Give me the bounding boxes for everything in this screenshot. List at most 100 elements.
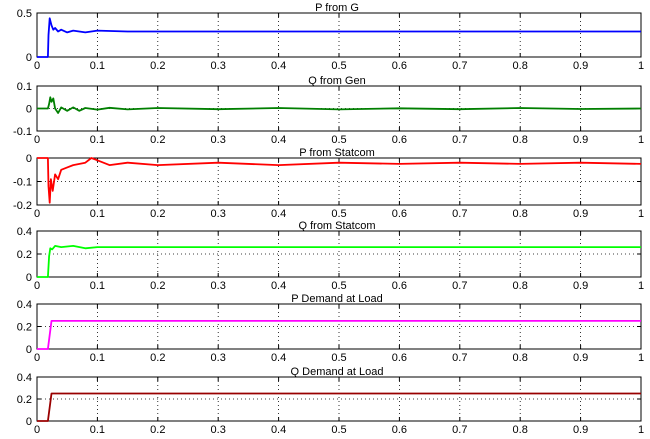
subplot-title: Q Demand at Load [291,366,384,378]
y-tick-label: 0.2 [17,394,32,406]
x-tick-label: 0.8 [513,424,528,436]
y-tick-label: 0.4 [17,372,32,384]
x-tick-label: 0.9 [573,208,588,220]
x-tick-label: 0.9 [573,60,588,72]
y-tick-label: -0.2 [13,200,32,212]
x-tick-label: 0.6 [392,134,407,146]
axes-box [36,376,642,422]
series-line [37,17,641,58]
subplot-2: 0 0.1 0.2 0.3 0.4 0.5 0.6 0.7 0.8 0.9 10.10-0.1Q f… [13,75,644,146]
y-tick-label: -0.1 [13,126,32,138]
x-tick-label: 0.3 [211,60,226,72]
x-tick-label: 0 [34,280,40,292]
x-tick-label: 0.6 [392,352,407,364]
y-tick-label: -0.1 [13,177,32,189]
axes-box [36,12,642,58]
x-tick-label: 0.2 [150,352,165,364]
x-tick-label: 0.2 [150,424,165,436]
x-tick-label: 0 [34,134,40,146]
x-tick-label: 0.8 [513,60,528,72]
x-tick-label: 0.1 [90,424,105,436]
x-tick-label: 0.6 [392,424,407,436]
x-tick-label: 0.2 [150,60,165,72]
x-tick-label: 0.8 [513,134,528,146]
x-tick-label: 0.5 [331,134,346,146]
x-tick-label: 0.5 [331,424,346,436]
x-tick-label: 0.4 [271,208,286,220]
x-tick-label: 0.7 [452,134,467,146]
x-tick-label: 0.7 [452,208,467,220]
x-tick-label: 0.5 [331,352,346,364]
x-tick-label: 0.5 [331,208,346,220]
subplot-3: 0 0.1 0.2 0.3 0.4 0.5 0.6 0.7 0.8 0.9 1 0 -0.1 -0.2 P … [13,147,644,220]
x-tick-label: 0.2 [150,280,165,292]
x-tick-label: 0.4 [271,134,286,146]
x-tick-label: 0.6 [392,280,407,292]
x-tick-label: 0.4 [271,280,286,292]
y-tick-label: 0 [26,416,32,428]
x-tick-label: 0.7 [452,60,467,72]
subplot-title: P from Statcom [299,147,375,159]
y-tick-label: 0.5 [17,8,32,20]
x-tick-label: 0.6 [392,60,407,72]
series-line [37,392,641,422]
x-tick-label: 0.3 [211,424,226,436]
subplot-title: Q from Statcom [298,220,375,232]
subplot-4: 0 0.1 0.2 0.3 0.4 0.5 0.6 0.7 0.8 0.9 1 0.4 0.2 0 Q fr… [17,220,644,292]
x-tick-label: 0 [34,352,40,364]
series-line [37,244,641,278]
axes-box [36,303,642,350]
x-tick-label: 0.9 [573,424,588,436]
subplot-6: 0 0.1 0.2 0.3 0.4 0.5 0.6 0.7 0.8 0.9 1 0.4 0.2 0 Q De… [17,366,644,436]
y-tick-label: 0.4 [17,299,32,311]
x-tick-label: 0.3 [211,208,226,220]
y-tick-label: 0.2 [17,322,32,334]
axes-box [36,230,642,278]
x-tick-label: 0.5 [331,280,346,292]
x-tick-label: 0.9 [573,280,588,292]
axes-box [36,157,642,206]
subplot-title: Q from Gen [308,75,365,87]
x-tick-label: 0.1 [90,352,105,364]
x-tick-label: 0.3 [211,134,226,146]
x-tick-label: 0.1 [90,208,105,220]
x-tick-label: 1 [638,280,644,292]
x-tick-label: 0.3 [211,280,226,292]
x-tick-label: 0 [34,424,40,436]
x-tick-label: 0.8 [513,280,528,292]
x-tick-label: 0.7 [452,424,467,436]
series-line [37,319,641,350]
x-tick-label: 0.6 [392,208,407,220]
x-tick-label: 0.4 [271,352,286,364]
y-tick-label: 0.4 [17,226,32,238]
subplot-title: P Demand at Load [291,293,383,305]
subplot-title: P from G [315,2,359,14]
subplot-1: 0 0.1 0.2 0.3 0.4 0.5 0.6 0.7 0.8 0.9 1 0 0.5 P from … [17,2,644,72]
x-tick-label: 0.1 [90,134,105,146]
x-tick-label: 0.1 [90,280,105,292]
x-tick-label: 0.1 [90,60,105,72]
x-tick-label: 0.8 [513,208,528,220]
x-tick-label: 0.7 [452,352,467,364]
y-tick-label: 0 [26,52,32,64]
x-tick-label: 0.9 [573,352,588,364]
x-tick-label: 0.2 [150,134,165,146]
series-line [37,157,642,204]
x-tick-label: 0.5 [331,60,346,72]
y-tick-label: 0.1 [17,81,32,93]
y-tick-label: 0.2 [17,249,32,261]
x-tick-label: 0.4 [271,60,286,72]
x-tick-label: 0.2 [150,208,165,220]
y-tick-label: 0 [26,272,32,284]
x-tick-label: 0 [34,60,40,72]
x-tick-label: 0 [34,208,40,220]
x-tick-label: 1 [638,352,644,364]
y-tick-label: 0 [26,104,32,116]
x-tick-label: 1 [638,424,644,436]
x-tick-label: 0.4 [271,424,286,436]
x-tick-label: 0.9 [573,134,588,146]
x-tick-label: 1 [638,208,644,220]
x-tick-label: 1 [638,134,644,146]
y-tick-label: 0 [26,153,32,165]
